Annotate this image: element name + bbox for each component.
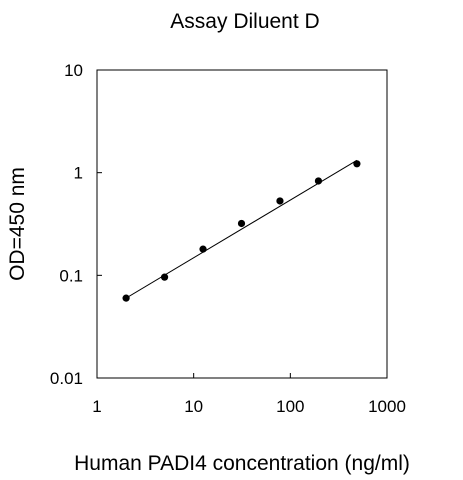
x-tick-label: 100 — [276, 397, 304, 416]
x-tick-label: 10 — [184, 397, 203, 416]
y-axis-ticks: 0.01 0.1 1 10 — [50, 61, 102, 388]
chart-title: Assay Diluent D — [170, 10, 319, 33]
data-point — [160, 273, 169, 281]
data-point — [237, 219, 246, 228]
data-point — [314, 177, 323, 185]
data-point — [122, 294, 130, 302]
fit-line-group — [125, 159, 358, 299]
x-tick-label: 1000 — [368, 397, 406, 416]
data-point — [353, 160, 361, 168]
y-tick-label: 10 — [64, 61, 83, 80]
y-axis-label: OD=450 nm — [6, 167, 29, 281]
data-point — [276, 197, 284, 205]
data-points — [122, 160, 361, 302]
plot-frame — [96, 69, 388, 379]
x-axis-ticks: 1 10 100 1000 — [92, 373, 406, 416]
x-axis-label: Human PADI4 concentration (ng/ml) — [74, 452, 410, 475]
y-tick-label: 0.01 — [50, 369, 83, 388]
y-tick-label: 0.1 — [59, 266, 83, 285]
y-tick-label: 1 — [74, 164, 83, 183]
fit-line — [125, 159, 358, 299]
data-point — [199, 245, 207, 253]
x-tick-label: 1 — [92, 397, 101, 416]
